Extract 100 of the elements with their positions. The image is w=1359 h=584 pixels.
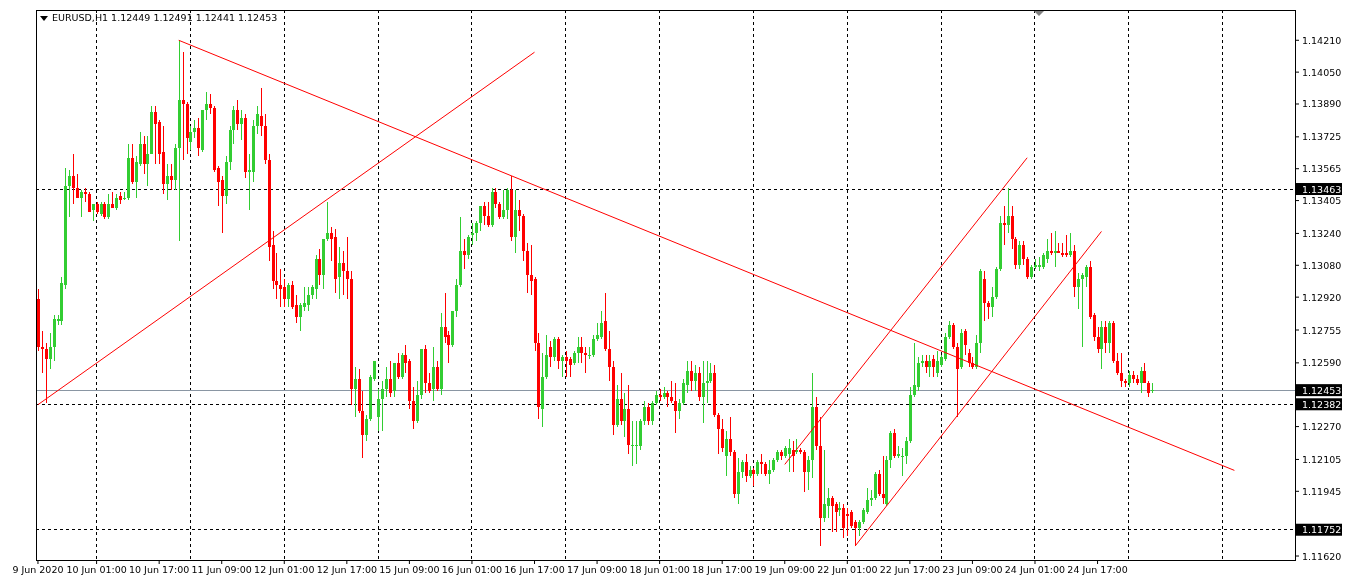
candlestick — [647, 402, 650, 426]
candlestick — [49, 332, 52, 370]
candlestick — [299, 302, 302, 332]
candlestick — [1003, 205, 1006, 246]
candlestick — [1007, 187, 1010, 234]
candlestick — [623, 392, 626, 438]
candlestick — [827, 487, 830, 519]
candlestick — [479, 205, 482, 232]
candlestick — [631, 420, 634, 467]
candlestick — [1046, 238, 1049, 264]
candlestick — [1085, 264, 1088, 288]
candlestick — [956, 342, 959, 418]
candlestick — [932, 354, 935, 378]
candlestick — [592, 334, 595, 358]
x-tick-label: 10 Jun 01:00 — [66, 564, 127, 575]
candlestick — [620, 372, 623, 426]
candlestick — [913, 342, 916, 398]
candlestick — [721, 418, 724, 453]
candlestick — [807, 455, 810, 491]
candlestick — [166, 163, 169, 201]
y-tick-label: 1.13080 — [1302, 259, 1342, 271]
candlestick — [577, 336, 580, 364]
x-tick-label: 16 Jun 17:00 — [504, 564, 565, 575]
candlestick — [768, 459, 771, 485]
candlestick — [788, 438, 791, 473]
candlestick — [432, 346, 435, 402]
ref-line-label: 1.12453 — [1302, 384, 1342, 396]
candlestick — [584, 346, 587, 374]
x-tick-label: 24 Jun 17:00 — [1067, 564, 1128, 575]
candlestick — [874, 471, 877, 501]
x-tick-label: 11 Jun 09:00 — [191, 564, 252, 575]
candlestick — [936, 350, 939, 378]
x-tick-label: 9 Jun 2020 — [12, 564, 64, 575]
candlestick — [256, 105, 259, 135]
candlestick — [107, 193, 110, 220]
candlestick — [944, 332, 947, 362]
candlestick — [694, 364, 697, 392]
candlestick — [381, 380, 384, 432]
candlestick — [401, 352, 404, 380]
candlestick — [557, 336, 560, 370]
candlestick — [487, 201, 490, 228]
candlestick — [41, 330, 44, 374]
candlestick — [397, 352, 400, 380]
candlestick — [475, 220, 478, 242]
candlestick — [1116, 352, 1119, 376]
y-tick-label: 1.12105 — [1302, 453, 1342, 465]
y-tick-label: 1.13725 — [1302, 131, 1342, 143]
candlestick — [698, 366, 701, 402]
candlestick — [670, 380, 673, 404]
x-tick-label: 15 Jun 09:00 — [379, 564, 440, 575]
x-tick-label: 10 Jun 17:00 — [128, 564, 190, 575]
candlestick — [745, 453, 748, 483]
candlestick — [170, 163, 173, 191]
y-tick-label: 1.11620 — [1302, 550, 1342, 562]
x-tick-label: 12 Jun 01:00 — [254, 564, 315, 575]
candlestick — [569, 356, 572, 378]
candlestick — [983, 270, 986, 322]
x-tick-label: 22 Jun 17:00 — [879, 564, 941, 575]
candlestick — [952, 322, 955, 350]
y-tick-label: 1.12270 — [1302, 421, 1342, 433]
candlestick — [580, 336, 583, 364]
candlestick — [143, 135, 146, 175]
candlestick — [377, 388, 380, 432]
candlestick — [76, 173, 79, 199]
candlestick — [964, 328, 967, 356]
candlestick — [240, 109, 243, 141]
candlestick — [412, 386, 415, 430]
candlestick — [1022, 240, 1025, 266]
candlestick — [326, 201, 329, 242]
candlestick — [561, 354, 564, 378]
candlestick — [389, 360, 392, 398]
candlestick — [236, 99, 239, 131]
y-tick-label: 1.14050 — [1302, 66, 1342, 78]
candlestick — [494, 187, 497, 209]
candlestick — [729, 416, 732, 457]
candlestick — [1140, 366, 1143, 394]
candlestick — [1108, 320, 1111, 354]
x-tick-label: 19 Jun 09:00 — [754, 564, 815, 575]
candlestick — [635, 420, 638, 465]
candlestick — [197, 117, 200, 157]
candlestick — [608, 330, 611, 382]
candlestick — [678, 398, 681, 420]
x-tick-label: 23 Jun 09:00 — [942, 564, 1003, 575]
x-tick-label: 16 Jun 01:00 — [441, 564, 503, 575]
candlestick — [545, 334, 548, 380]
ref-line-label: 1.12382 — [1302, 398, 1342, 410]
candlestick — [565, 350, 568, 378]
candlestick — [823, 449, 826, 523]
y-tick-label: 1.11945 — [1302, 485, 1342, 497]
candlestick — [307, 286, 310, 312]
candlestick — [702, 360, 705, 424]
ref-line-label: 1.11752 — [1302, 524, 1342, 536]
candlestick — [917, 356, 920, 392]
candlestick — [1026, 256, 1029, 280]
candlestick — [1050, 232, 1053, 256]
candlestick — [365, 414, 368, 442]
candlestick — [483, 201, 486, 226]
candlestick — [209, 93, 212, 115]
x-tick-label: 22 Jun 01:00 — [817, 564, 878, 575]
candlestick — [803, 449, 806, 493]
